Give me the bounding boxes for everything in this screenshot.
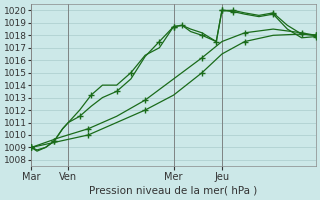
X-axis label: Pression niveau de la mer( hPa ): Pression niveau de la mer( hPa ) [90, 186, 258, 196]
